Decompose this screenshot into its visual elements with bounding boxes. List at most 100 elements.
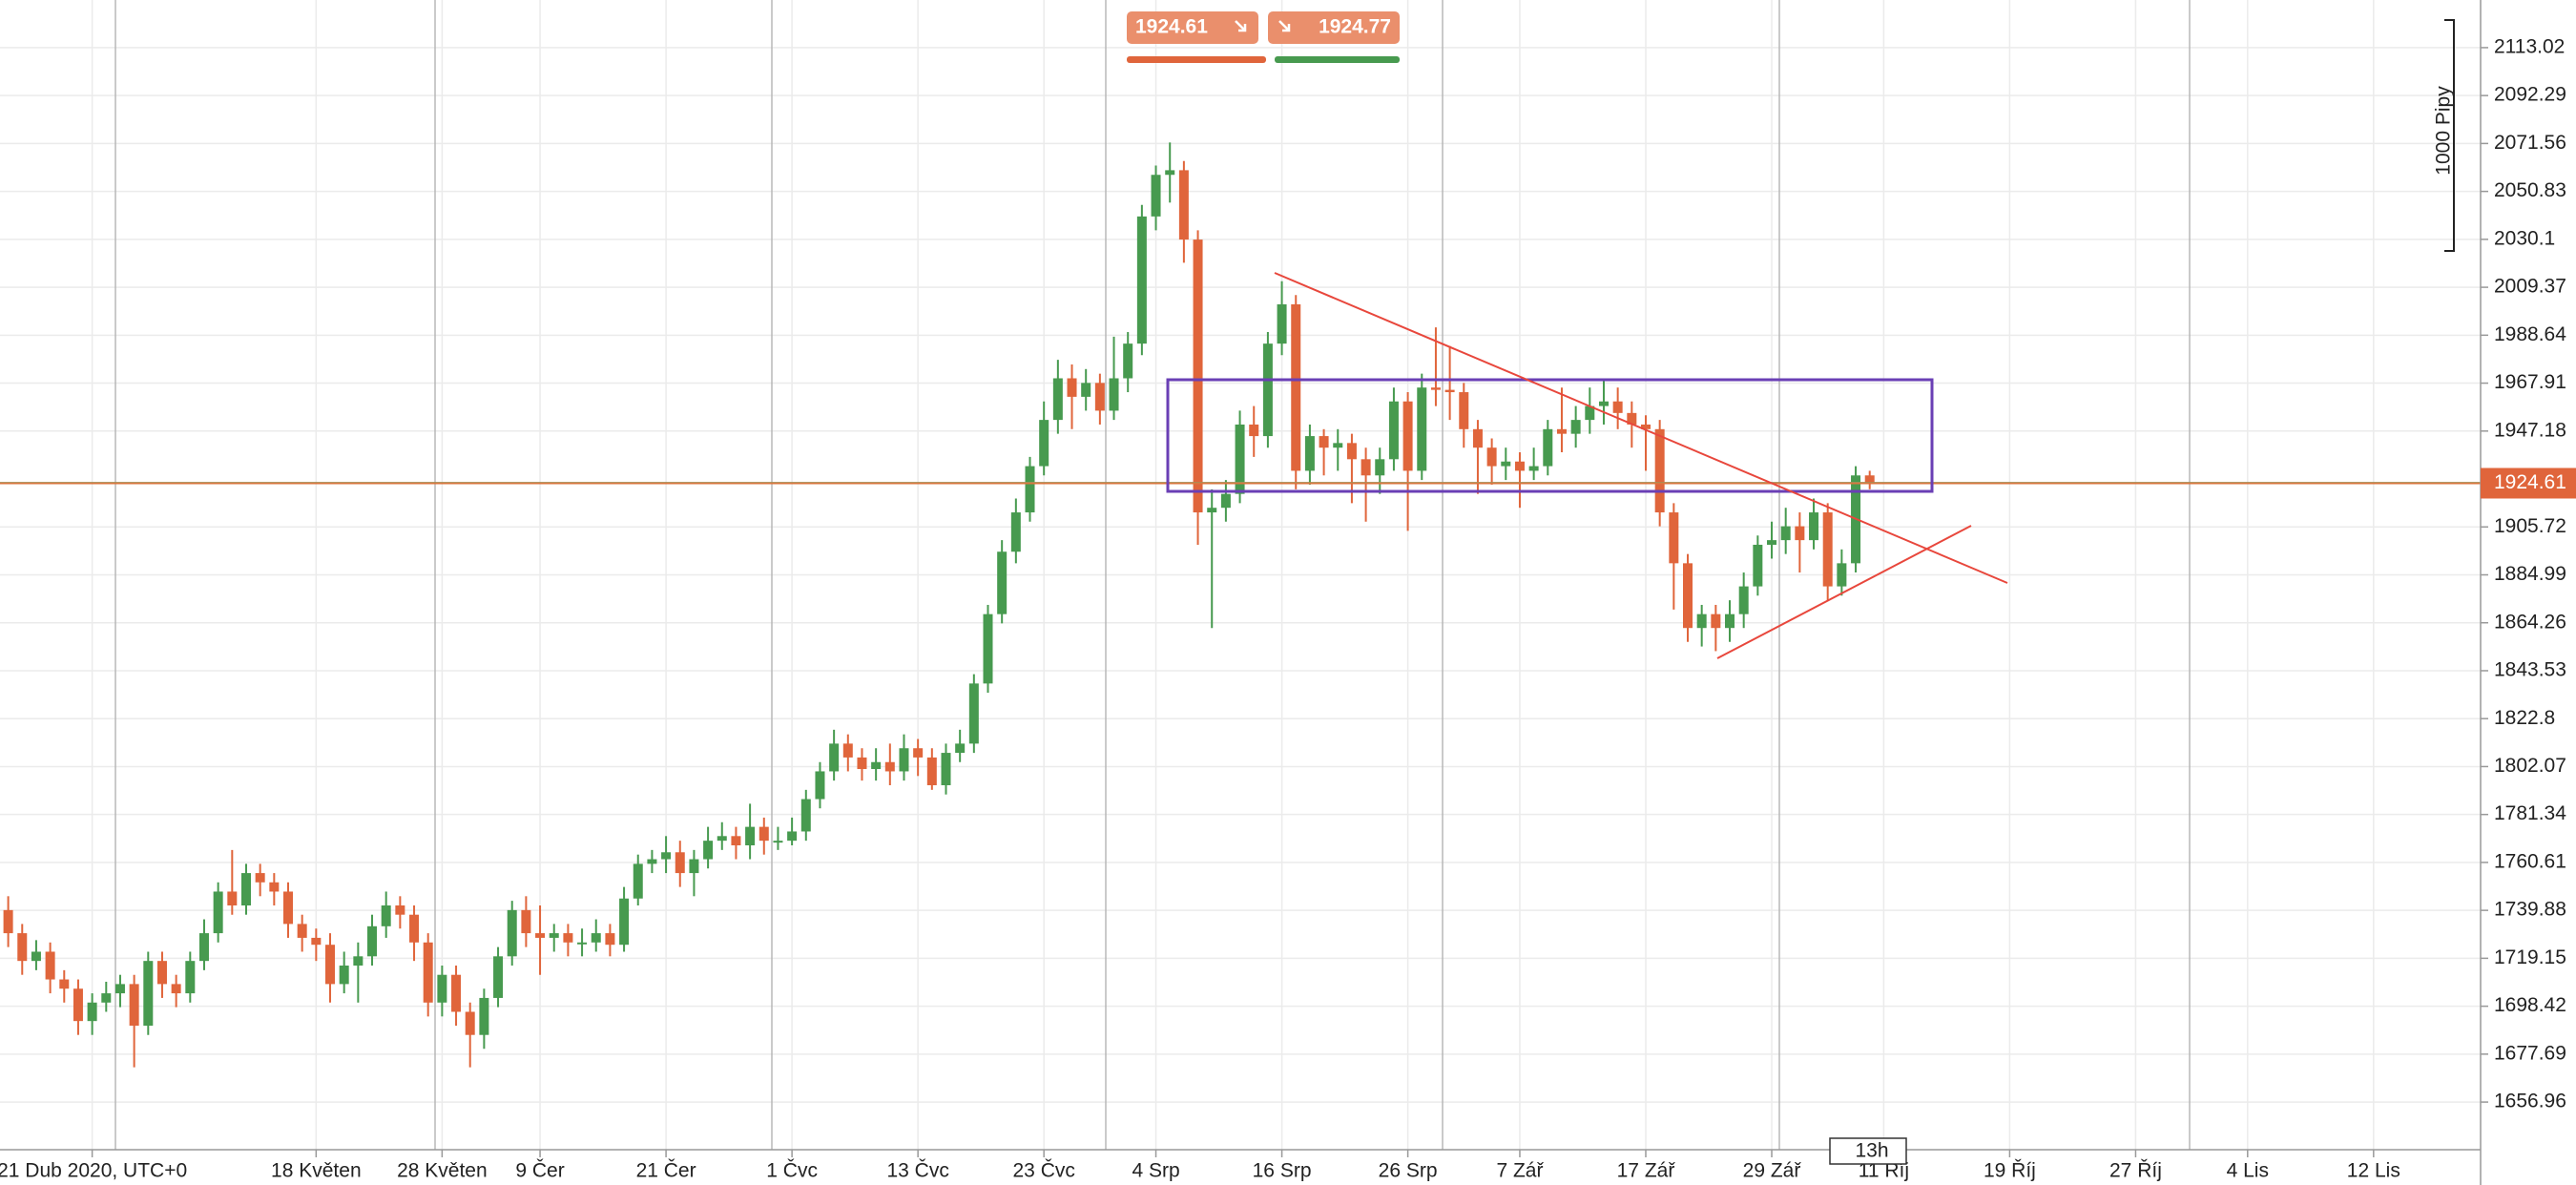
- x-tick-label: 13 Čvc: [886, 1160, 948, 1182]
- x-tick-label: 21 Čer: [636, 1160, 696, 1182]
- candle-body: [1711, 613, 1721, 629]
- candle-body: [171, 984, 181, 994]
- y-tick-label: 2113.02: [2494, 35, 2565, 57]
- drawings: [1166, 272, 2008, 659]
- candle-body: [1304, 436, 1315, 471]
- candle-body: [1528, 466, 1539, 471]
- sell-button[interactable]: [1127, 11, 1258, 44]
- candle-body: [661, 852, 672, 860]
- candle-body: [353, 956, 364, 967]
- x-tick-label: 23 Čvc: [1013, 1160, 1075, 1182]
- y-tick-label: 1905.72: [2494, 515, 2566, 537]
- candle-body: [983, 613, 993, 684]
- candle-body: [1669, 512, 1679, 564]
- candle-body: [17, 933, 28, 962]
- period-lines: [114, 0, 2191, 1150]
- candle-body: [156, 961, 167, 985]
- y-tick-label: 1698.42: [2494, 994, 2566, 1016]
- trendline[interactable]: [1716, 525, 1972, 659]
- candle-body: [423, 942, 433, 1003]
- candle-body: [451, 974, 462, 1012]
- candle-body: [1585, 405, 1595, 421]
- candle-body: [1864, 475, 1875, 484]
- candle-body: [129, 984, 139, 1027]
- sell-arrow: [1235, 20, 1247, 32]
- candle-body: [968, 683, 979, 744]
- candle-body: [829, 743, 840, 772]
- candle-body: [1165, 170, 1175, 176]
- candle-body: [591, 933, 601, 943]
- candle-body: [1486, 447, 1497, 467]
- range-box[interactable]: [1166, 378, 1934, 493]
- candle-body: [689, 859, 699, 874]
- candle-body: [381, 905, 391, 926]
- candle-body: [3, 909, 13, 934]
- candle-body: [647, 859, 657, 864]
- x-tick-label: 27 Říj: [2109, 1160, 2162, 1182]
- candle-body: [465, 1011, 475, 1035]
- trendline[interactable]: [1274, 272, 2008, 584]
- candle-body: [255, 873, 265, 883]
- candle-body: [283, 891, 293, 925]
- y-tick-label: 1843.53: [2494, 659, 2566, 681]
- candle-body: [675, 852, 685, 874]
- x-tick-label: 21 Dub 2020, UTC+0: [0, 1160, 187, 1182]
- candle-body: [1193, 239, 1203, 513]
- current-price-box: [2481, 468, 2576, 499]
- candle-body: [1067, 378, 1077, 397]
- candle-body: [1753, 544, 1763, 587]
- candle-body: [59, 979, 70, 989]
- candle-body: [1010, 512, 1021, 552]
- candle-body: [507, 909, 517, 957]
- candle-body: [45, 951, 55, 980]
- candle-body: [143, 961, 154, 1027]
- pip-bracket: [2444, 19, 2455, 252]
- buy-button[interactable]: [1268, 11, 1400, 44]
- candle-body: [1795, 526, 1805, 541]
- candle-body: [1291, 303, 1301, 471]
- candle-body: [1123, 343, 1133, 379]
- y-tick-label: 1967.91: [2494, 371, 2566, 393]
- y-tick-label: 1781.34: [2494, 802, 2566, 824]
- y-tick-label: 1822.8: [2494, 707, 2555, 729]
- candle-body: [1178, 170, 1189, 240]
- timer-label: 13h: [1855, 1140, 1888, 1162]
- candle-body: [114, 984, 125, 994]
- candle-body: [758, 826, 769, 842]
- candle-body: [815, 771, 825, 800]
- candle-body: [213, 891, 223, 934]
- x-tick-label: 28 Květen: [397, 1160, 488, 1182]
- candle-body: [1220, 493, 1231, 509]
- candle-body: [1444, 389, 1455, 393]
- candle-body: [1081, 383, 1091, 397]
- x-tick-label: 7 Zář: [1496, 1160, 1544, 1182]
- candle-body: [941, 753, 951, 785]
- candle-body: [633, 863, 643, 899]
- candle-body: [1654, 428, 1665, 513]
- candle-body: [563, 933, 573, 943]
- candle-body: [871, 761, 882, 770]
- y-tick-label: 1739.88: [2494, 899, 2566, 921]
- candle-body: [269, 882, 280, 892]
- x-tick-label: 11 Říj: [1859, 1160, 1909, 1182]
- candle-body: [577, 942, 588, 945]
- candle-body: [745, 826, 756, 845]
- candle-body: [185, 961, 196, 994]
- candle-body: [31, 951, 41, 962]
- candle-body: [311, 937, 322, 946]
- x-axis: 21 Dub 2020, UTC+0 18 Květen 28 Květen 9 Če…: [0, 1150, 2400, 1182]
- candle-body: [297, 924, 307, 938]
- candle-body: [535, 933, 546, 938]
- y-tick-label: 1884.99: [2494, 563, 2566, 585]
- x-tick-label: 18 Květen: [271, 1160, 362, 1182]
- sell-price: 1924.61: [1135, 16, 1208, 38]
- candle-body: [1640, 424, 1651, 429]
- candle-body: [1402, 401, 1413, 471]
- candle-body: [787, 831, 798, 842]
- grid: [0, 0, 2481, 1150]
- buy-bar: [1275, 56, 1400, 63]
- candle-body: [1417, 387, 1427, 471]
- candle-body: [1780, 526, 1791, 541]
- y-tick-label: 1656.96: [2494, 1091, 2566, 1112]
